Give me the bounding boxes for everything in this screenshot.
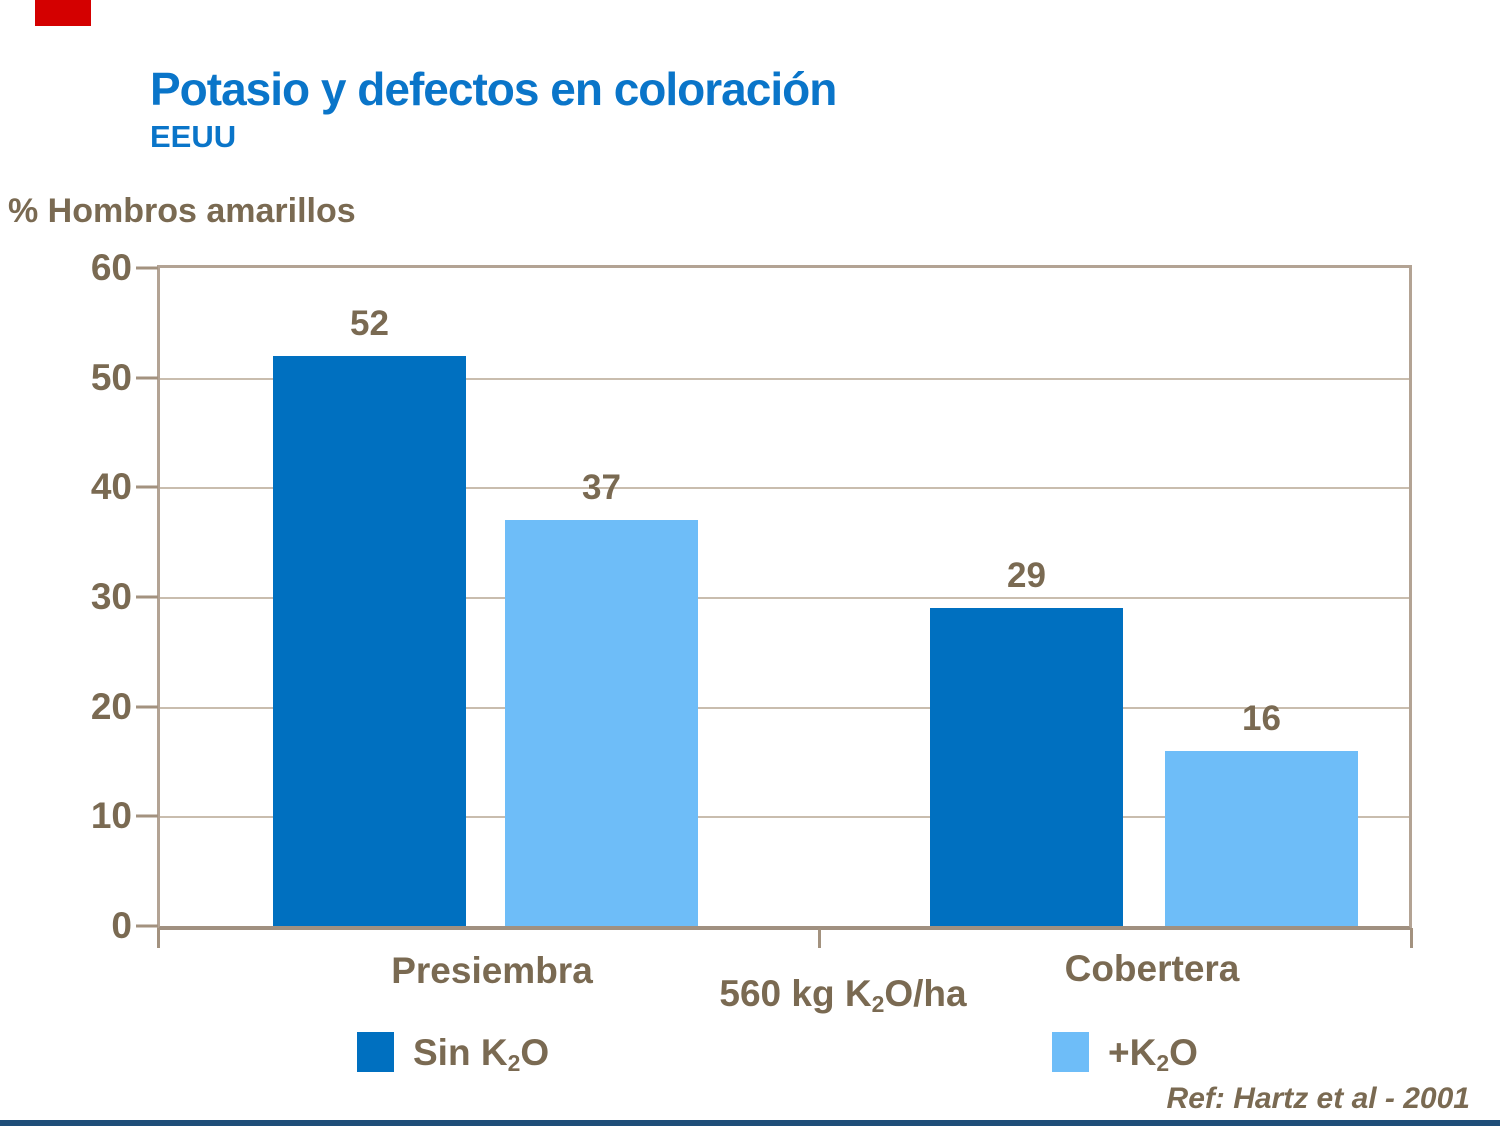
y-tick-label: 40 (90, 466, 132, 508)
bar-cobertera-plus-k2o (1165, 750, 1358, 926)
y-tick-mark (136, 485, 158, 489)
gridline (160, 597, 1409, 599)
legend-swatch-plus-k2o (1052, 1032, 1089, 1072)
bar-value-label: 52 (350, 303, 389, 343)
y-tick-label: 20 (90, 685, 132, 727)
legend-plus-subscript: 2 (1156, 1050, 1170, 1077)
bar-value-label: 37 (582, 468, 621, 508)
gridline (160, 377, 1409, 380)
legend-sin-subscript: 2 (507, 1050, 521, 1077)
red-accent-bar (35, 0, 91, 26)
bar-presiembra-sin-k2o (273, 355, 466, 926)
legend-plus-pre: +K (1108, 1032, 1157, 1073)
y-tick-mark (136, 705, 158, 709)
bar-value-label: 29 (1007, 555, 1046, 595)
category-label-cobertera: Cobertera (1064, 948, 1240, 989)
y-tick-mark (136, 814, 158, 818)
legend-label-sin-k2o: Sin K2O (413, 1032, 550, 1077)
annotation-subscript: 2 (871, 991, 885, 1018)
y-tick-mark (136, 376, 158, 380)
bottom-navy-rule (0, 1120, 1500, 1126)
bar-presiembra-plus-k2o (505, 520, 698, 926)
y-tick-label: 30 (90, 576, 132, 617)
reference-citation: Ref: Hartz et al - 2001 (1166, 1082, 1470, 1115)
y-tick-mark (136, 595, 158, 599)
chart-title: Potasio y defectos en coloración (150, 63, 837, 115)
y-tick-label: 50 (90, 356, 132, 398)
legend-swatch-sin-k2o (357, 1032, 394, 1072)
legend-sin-pre: Sin K (413, 1032, 508, 1073)
y-tick-label: 10 (90, 795, 132, 837)
gridline (160, 816, 1409, 819)
bar-cobertera-sin-k2o (930, 607, 1123, 926)
legend-sin-post: O (520, 1032, 550, 1073)
y-tick-mark (136, 924, 158, 928)
gridline (160, 487, 1409, 490)
bar-value-label: 16 (1242, 698, 1281, 738)
y-tick-label: 0 (111, 905, 132, 946)
annotation-560kg: 560 kg K2O/ha (719, 973, 967, 1018)
chart-subtitle: EEUU (150, 119, 237, 154)
x-tick-mark (818, 928, 821, 948)
x-tick-mark (1410, 928, 1413, 948)
legend-label-plus-k2o: +K2O (1108, 1032, 1198, 1077)
plot-area: 52 37 29 16 (157, 265, 1412, 930)
annotation-text-pre: 560 kg K (719, 973, 872, 1014)
category-label-presiembra: Presiembra (391, 950, 593, 991)
legend-plus-post: O (1169, 1032, 1198, 1073)
annotation-text-post: O/ha (884, 973, 967, 1014)
x-tick-mark (157, 928, 160, 948)
y-tick-mark (136, 266, 158, 270)
y-axis-label: % Hombros amarillos (8, 192, 356, 230)
gridline (160, 706, 1409, 709)
y-tick-label: 60 (90, 247, 132, 288)
